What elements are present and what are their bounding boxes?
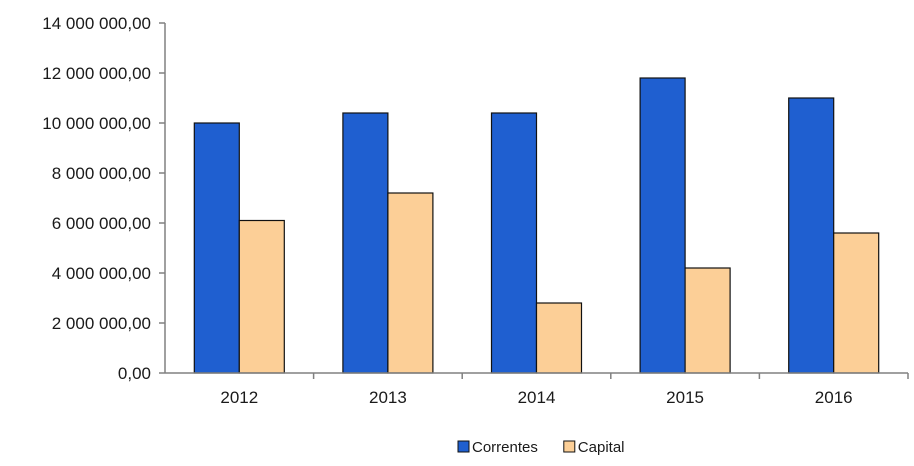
- y-tick-label: 12 000 000,00: [42, 64, 151, 83]
- bar-correntes-2012: [193, 122, 240, 374]
- bar-correntes-2014: [490, 112, 538, 374]
- bar-capital-2015: [684, 267, 731, 374]
- bar-correntes-2015: [639, 77, 686, 374]
- legend-swatch-correntes: [457, 440, 470, 453]
- legend-label-correntes: Correntes: [472, 439, 538, 456]
- y-axis: 0,00 2 000 000,00 4 000 000,00 6 000 000,00…: [42, 14, 166, 383]
- legend-label-capital: Capital: [578, 439, 625, 456]
- y-tick-label: 8 000 000,00: [52, 164, 151, 183]
- x-tick-label: 2013: [369, 388, 407, 407]
- x-tick-label: 2016: [815, 388, 853, 407]
- bar-capital-2013: [387, 192, 434, 374]
- bar-capital-2016: [833, 232, 880, 374]
- y-tick-label: 0,00: [118, 364, 151, 383]
- legend-swatch-capital: [563, 440, 576, 453]
- x-axis: 2012 2013 2014 2015 2016: [165, 372, 909, 407]
- bars: [193, 77, 880, 374]
- x-tick-label: 2015: [666, 388, 704, 407]
- y-tick-label: 4 000 000,00: [52, 264, 151, 283]
- x-tick-label: 2014: [518, 388, 556, 407]
- legend: Correntes Capital: [457, 439, 625, 456]
- bar-correntes-2013: [342, 112, 389, 374]
- y-tick-label: 2 000 000,00: [52, 314, 151, 333]
- y-tick-label: 6 000 000,00: [52, 214, 151, 233]
- bar-correntes-2016: [788, 97, 835, 374]
- bar-capital-2012: [238, 219, 285, 374]
- x-tick-label: 2012: [220, 388, 258, 407]
- bar-capital-2014: [535, 302, 583, 374]
- y-tick-label: 14 000 000,00: [42, 14, 151, 33]
- y-tick-label: 10 000 000,00: [42, 114, 151, 133]
